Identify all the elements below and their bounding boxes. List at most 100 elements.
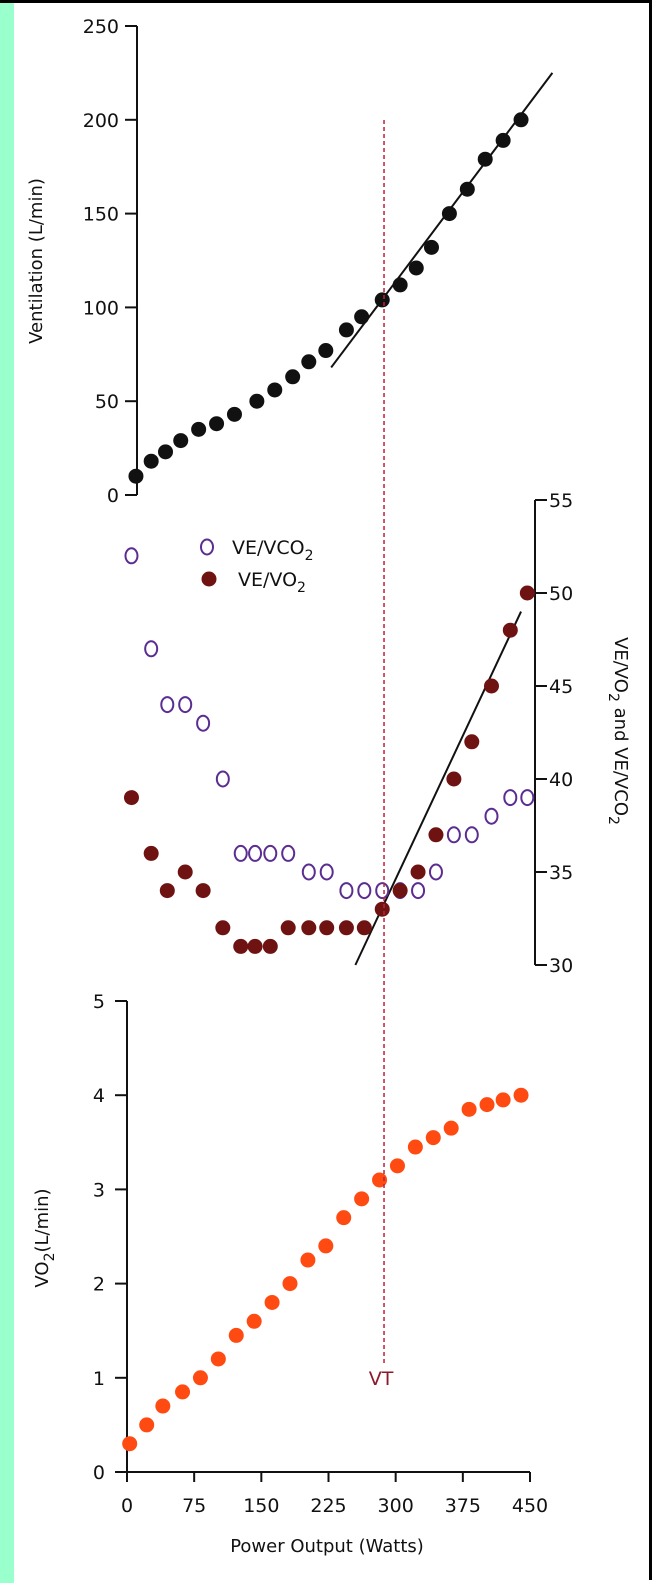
ve-vo2-point (280, 920, 296, 936)
vo2-panel: 5 4 3 2 1 00 75 150 225 300 375 450 Power Output (Wa… (32, 991, 548, 1557)
legend-label-ve-vo2: VE/VO2 (238, 569, 306, 596)
ventilation-point (143, 453, 159, 469)
ve-vo2-point (123, 790, 139, 806)
ventilation-point (338, 322, 354, 338)
ventilation-point (408, 260, 424, 276)
ve-vco2-point (339, 882, 354, 900)
ve-vo2-point (356, 920, 372, 936)
vo2-point (300, 1252, 316, 1268)
ventilation-point (285, 369, 301, 385)
ventilation-y-tick-label: 0 (107, 485, 119, 507)
ventilation-point (374, 292, 390, 308)
ve-vco2-point (375, 882, 390, 900)
ventilation-y-tick-label: 50 (95, 391, 119, 413)
ve-y-tick-label: 55 (549, 490, 573, 512)
ve-vco2-point (160, 696, 175, 714)
ventilation-point (392, 277, 408, 293)
vt-label: VT (369, 1368, 394, 1390)
ventilation-point (249, 393, 265, 409)
vo2-y-tick-label: 4 (93, 1085, 105, 1107)
vo2-point (175, 1384, 191, 1400)
ve-vco2-point (263, 844, 278, 862)
ve-vco2-point (319, 863, 334, 881)
ventilation-y-tick-label: 250 (83, 16, 119, 38)
ve-vco2-point (281, 844, 296, 862)
vo2-point (228, 1327, 244, 1343)
vo2-point (282, 1276, 298, 1292)
ve-vo2-point (502, 622, 518, 638)
ve-vo2-point (215, 920, 231, 936)
ve-vo2-point (374, 901, 390, 917)
vo2-point (318, 1238, 334, 1254)
ventilation-point (173, 433, 189, 449)
ventilation-point (128, 468, 144, 484)
ve-y-axis-title: VE/VO2 and VE/VCO2 (605, 637, 631, 825)
vo2-point (443, 1120, 459, 1136)
vo2-y-axis-title: VO2(L/min) (32, 1188, 58, 1287)
ve-vco2-point (248, 844, 263, 862)
vo2-y-tick-label: 1 (93, 1368, 105, 1390)
ventilation-y-axis-title: Ventilation (L/min) (26, 178, 47, 344)
ve-y-tick-label: 50 (549, 583, 573, 605)
ve-vco2-point (357, 882, 372, 900)
ve-vo2-point (159, 883, 175, 899)
ve-vco2-point (520, 789, 535, 807)
ve-vo2-point (428, 827, 444, 843)
ventilation-point (513, 112, 529, 128)
power-x-tick-label: 0 (121, 1495, 133, 1517)
vo2-y-tick-label: 3 (93, 1179, 105, 1201)
power-x-tick-label: 225 (310, 1495, 346, 1517)
ve-vo2-point (301, 920, 317, 936)
ve-vco2-point (464, 826, 479, 844)
ve-vco2-point (144, 640, 159, 658)
ventilation-point (423, 239, 439, 255)
ventilation-point (441, 206, 457, 222)
vo2-y-tick-label: 5 (93, 991, 105, 1013)
ve-vco2-point (503, 789, 518, 807)
vo2-point (155, 1398, 171, 1414)
ve-legend: VE/VCO2 VE/VO2 (200, 537, 314, 596)
ve-vo2-point (483, 678, 499, 694)
vo2-point (336, 1210, 352, 1226)
ve-vo2-point (464, 734, 480, 750)
ve-y-tick-label: 45 (549, 676, 573, 698)
vo2-point (210, 1351, 226, 1367)
ventilation-point (158, 444, 174, 460)
ve-vo2-point (262, 938, 278, 954)
power-x-tick-label: 450 (512, 1495, 548, 1517)
vo2-point (461, 1101, 477, 1117)
ve-vo2-point (247, 938, 263, 954)
power-x-tick-label: 75 (182, 1495, 206, 1517)
ve-vco2-point (178, 696, 193, 714)
ventilation-point (354, 309, 370, 325)
ventilation-y-tick-label: 200 (83, 110, 119, 132)
ventilation-point (191, 421, 207, 437)
ve-vo2-point (519, 585, 535, 601)
ve-vo2-point (177, 864, 193, 880)
vo2-point (389, 1158, 405, 1174)
ve-vo2-point (143, 845, 159, 861)
vo2-point (407, 1139, 423, 1155)
vo2-point (495, 1092, 511, 1108)
ve-vco2-point (484, 807, 499, 825)
ventilation-panel: 250 200 150 100 50 0 Ventilation (L/min) (26, 16, 554, 507)
ve-vco2-point (196, 714, 211, 732)
vo2-point (372, 1172, 388, 1188)
ventilation-point (226, 406, 242, 422)
vo2-point (192, 1370, 208, 1386)
vo2-point (264, 1294, 280, 1310)
ventilation-point (267, 382, 283, 398)
vo2-y-tick-label: 0 (93, 1462, 105, 1484)
ve-vo2-point (446, 771, 462, 787)
legend-marker-ve-vco2 (200, 538, 214, 556)
ve-vco2-point (124, 547, 139, 565)
vo2-point (139, 1417, 155, 1433)
ve-vco2-point (428, 863, 443, 881)
ve-y-tick-label: 40 (549, 769, 573, 791)
ve-y-tick-label: 30 (549, 955, 573, 977)
ventilation-point (209, 416, 225, 432)
power-x-tick-label: 300 (378, 1495, 414, 1517)
ventilation-point (301, 354, 317, 370)
